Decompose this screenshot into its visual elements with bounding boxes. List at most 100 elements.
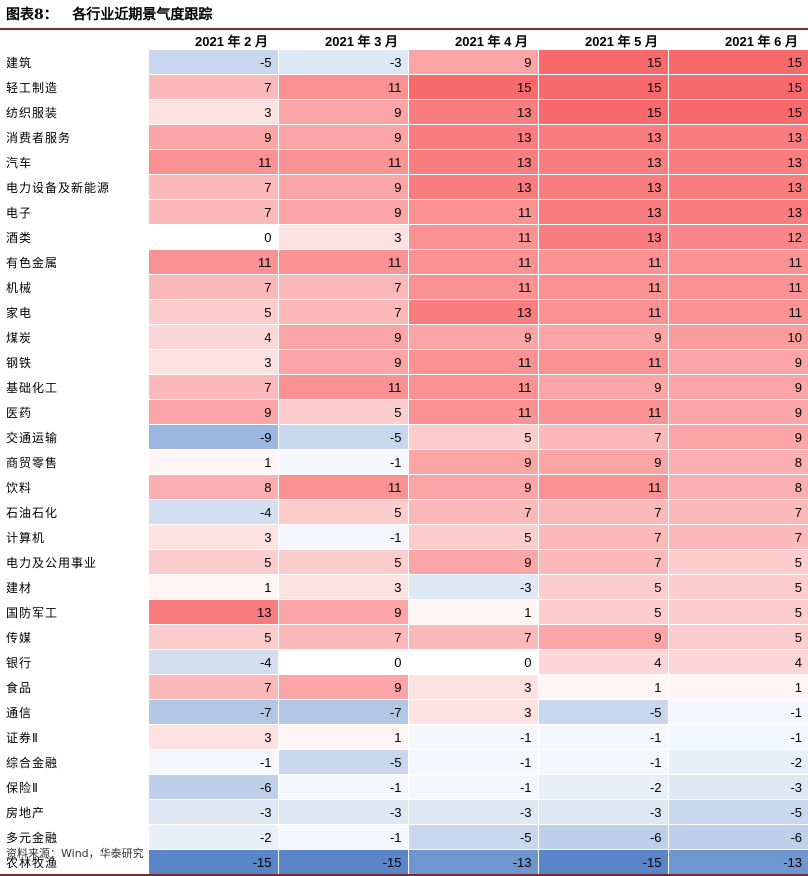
row-label: 饮料 [0, 474, 148, 500]
table-row: 建材 1 3 -3 5 5 [0, 574, 808, 600]
heatmap-cell: -15 [277, 849, 408, 876]
heatmap-cell: 5 [667, 574, 808, 600]
heatmap-cell: -15 [537, 849, 668, 876]
column-header: 2021 年 2 月 [195, 33, 268, 49]
heatmap-cell: 11 [277, 149, 408, 175]
heatmap-cell: 5 [147, 299, 278, 325]
heatmap-cell: 7 [537, 524, 668, 550]
heatmap-cell: 7 [147, 199, 278, 225]
row-label: 保险Ⅱ [0, 774, 148, 800]
heatmap-cell: 4 [147, 324, 278, 350]
heatmap-cell: 7 [147, 374, 278, 400]
heatmap-cell: 13 [537, 174, 668, 200]
heatmap-cell: 15 [407, 74, 538, 100]
heatmap-cell: 11 [407, 374, 538, 400]
heatmap-cell: -7 [147, 699, 278, 725]
heatmap-cell: 11 [407, 224, 538, 250]
heatmap-cell: 3 [277, 224, 408, 250]
row-label: 建筑 [0, 50, 148, 75]
heatmap-cell: 9 [407, 324, 538, 350]
table-row: 有色金属 11 11 11 11 11 [0, 249, 808, 275]
heatmap-cell: 13 [407, 149, 538, 175]
heatmap-cell: -1 [277, 824, 408, 850]
heatmap-cell: 9 [277, 674, 408, 700]
row-label: 消费者服务 [0, 124, 148, 150]
heatmap-cell: 5 [147, 624, 278, 650]
row-label: 建材 [0, 574, 148, 600]
heatmap-cell: -4 [147, 649, 278, 675]
heatmap-cell: 5 [667, 599, 808, 625]
row-label: 国防军工 [0, 599, 148, 625]
table-row: 石油石化 -4 5 7 7 7 [0, 499, 808, 525]
heatmap-cell: -1 [277, 774, 408, 800]
table-row: 钢铁 3 9 11 11 9 [0, 349, 808, 375]
heatmap-cell: 11 [407, 249, 538, 275]
chart-title: 图表8： 各行业近期景气度跟踪 [6, 7, 213, 23]
row-label: 家电 [0, 299, 148, 325]
row-label: 证券Ⅱ [0, 724, 148, 750]
heatmap-cell: 9 [537, 374, 668, 400]
heatmap-cell: -3 [277, 50, 408, 75]
heatmap-cell: 1 [407, 599, 538, 625]
heatmap-cell: -9 [147, 424, 278, 450]
heatmap-cell: -5 [407, 824, 538, 850]
heatmap-cell: 9 [147, 399, 278, 425]
table-row: 多元金融 -2 -1 -5 -6 -6 [0, 824, 808, 850]
heatmap-cell: 9 [407, 50, 538, 75]
row-label: 传媒 [0, 624, 148, 650]
heatmap-cell: 15 [537, 74, 668, 100]
heatmap-cell: 13 [667, 174, 808, 200]
table-row: 纺织服装 3 9 13 15 15 [0, 99, 808, 125]
heatmap-cell: 1 [277, 724, 408, 750]
heatmap-cell: 8 [667, 449, 808, 475]
heatmap-cell: -5 [147, 50, 278, 75]
heatmap-cell: 5 [537, 574, 668, 600]
heatmap-cell: 5 [407, 424, 538, 450]
column-header: 2021 年 6 月 [725, 33, 798, 49]
row-label: 有色金属 [0, 249, 148, 275]
heatmap-cell: -5 [537, 699, 668, 725]
heatmap-cell: 15 [537, 50, 668, 75]
heatmap-cell: 3 [277, 574, 408, 600]
heatmap-cell: 11 [147, 249, 278, 275]
heatmap-cell: 7 [277, 274, 408, 300]
row-label: 电力及公用事业 [0, 549, 148, 575]
table-row: 医药 9 5 11 11 9 [0, 399, 808, 425]
heatmap-cell: 13 [537, 199, 668, 225]
heatmap-cell: 11 [537, 249, 668, 275]
heatmap-cell: 11 [667, 249, 808, 275]
heatmap-cell: 5 [407, 524, 538, 550]
row-label: 纺织服装 [0, 99, 148, 125]
heatmap-cell: 1 [147, 574, 278, 600]
heatmap-cell: 9 [537, 324, 668, 350]
heatmap-cell: 0 [277, 649, 408, 675]
heatmap-cell: -3 [537, 799, 668, 825]
heatmap-cell: 1 [667, 674, 808, 700]
heatmap-cell: 7 [667, 524, 808, 550]
table-row: 电力设备及新能源 7 9 13 13 13 [0, 174, 808, 200]
heatmap-cell: 13 [537, 124, 668, 150]
row-label: 通信 [0, 699, 148, 725]
heatmap-cell: 7 [147, 674, 278, 700]
heatmap-cell: 15 [667, 99, 808, 125]
heatmap-cell: 11 [147, 149, 278, 175]
row-label: 基础化工 [0, 374, 148, 400]
heatmap-cell: 15 [667, 74, 808, 100]
table-row: 基础化工 7 11 11 9 9 [0, 374, 808, 400]
heatmap-cell: 7 [407, 624, 538, 650]
heatmap-cell: 11 [537, 474, 668, 500]
heatmap-cell: -2 [667, 749, 808, 775]
table-row: 计算机 3 -1 5 7 7 [0, 524, 808, 550]
row-label: 机械 [0, 274, 148, 300]
row-label: 食品 [0, 674, 148, 700]
heatmap-cell: 9 [277, 349, 408, 375]
table-row: 汽车 11 11 13 13 13 [0, 149, 808, 175]
heatmap-cell: -7 [277, 699, 408, 725]
heatmap-cell: 1 [537, 674, 668, 700]
heatmap-cell: -2 [147, 824, 278, 850]
source-note: 资料来源：Wind，华泰研究 [6, 847, 144, 860]
heatmap-cell: 7 [667, 499, 808, 525]
heatmap-cell: 3 [407, 674, 538, 700]
heatmap-cell: -5 [277, 424, 408, 450]
heatmap-cell: 13 [407, 299, 538, 325]
